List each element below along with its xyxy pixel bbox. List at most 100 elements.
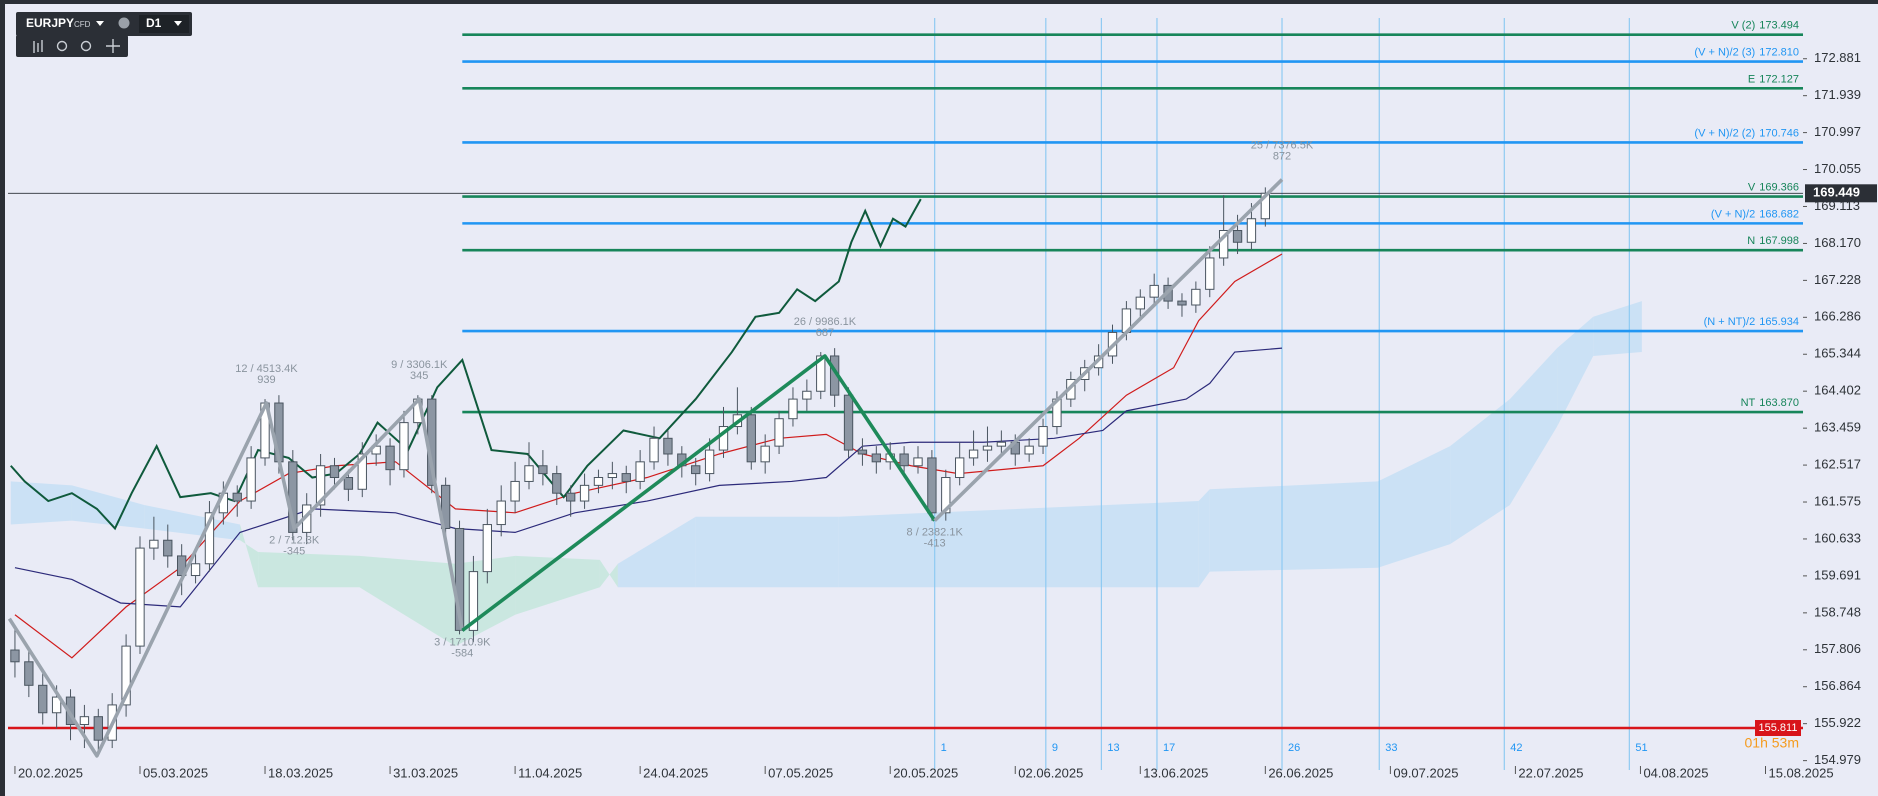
cloud-segment: [258, 552, 360, 588]
y-tick-label: 157.806: [1814, 641, 1861, 656]
zoom-out-icon[interactable]: [56, 40, 68, 52]
cloud-segment: [1209, 481, 1378, 572]
candle-body: [899, 453, 909, 467]
candle-body: [1024, 445, 1034, 455]
candle-body: [913, 457, 923, 467]
cloud-segment: [1198, 489, 1210, 588]
left-border: [0, 0, 5, 796]
level-name: N: [1747, 235, 1755, 247]
x-tick-label: 13.06.2025: [1143, 765, 1208, 780]
level-name: NT: [1741, 397, 1756, 409]
candle-body: [718, 426, 729, 451]
candle-body: [1038, 426, 1048, 447]
candle-body: [566, 492, 576, 502]
wave-line: [461, 354, 937, 632]
cloud-segment: [10, 481, 72, 525]
candle-body: [552, 473, 562, 494]
indicator-line: [10, 198, 922, 531]
candle-body: [315, 465, 326, 506]
candle-body: [704, 449, 715, 475]
candle-body: [246, 457, 256, 502]
level-label: V (2) 173.494: [1731, 20, 1799, 32]
candle-body: [1246, 218, 1257, 243]
symbol-dropdown[interactable]: [96, 21, 104, 26]
candle-body: [385, 445, 395, 471]
candle-body: [1205, 257, 1215, 290]
candle-body: [343, 477, 354, 490]
level-name: (N + NT)/2: [1704, 316, 1756, 328]
candle-body: [1191, 288, 1201, 306]
stop-badge: [1755, 720, 1801, 737]
y-tick-label: 158.748: [1814, 604, 1861, 619]
candle-body: [746, 414, 756, 463]
level-name: V: [1748, 181, 1756, 193]
level-value: 173.494: [1759, 20, 1799, 32]
y-tick-label: 165.344: [1814, 346, 1861, 361]
x-tick-label: 20.02.2025: [18, 765, 83, 780]
time-cycle-label: 17: [1163, 742, 1175, 754]
symbol[interactable]: EURJPY: [26, 16, 74, 30]
cloud-segment: [1450, 399, 1510, 545]
candle-body: [440, 484, 451, 529]
level-value: 168.682: [1759, 208, 1799, 220]
candle-body: [121, 645, 131, 706]
candle-body: [79, 716, 90, 726]
level-label: (V + N)/2 168.682: [1711, 208, 1799, 220]
level-name: (V + N)/2 (2): [1694, 127, 1755, 139]
zoom-in-icon[interactable]: [80, 40, 92, 52]
candle-body: [760, 445, 770, 463]
timeframe[interactable]: D1: [146, 16, 162, 30]
level-name: (V + N)/2: [1711, 208, 1755, 220]
info-icon[interactable]: [118, 17, 130, 29]
y-tick-label: 155.922: [1814, 715, 1861, 730]
candle-body: [454, 527, 465, 631]
wave-label: 9 / 3306.1K: [391, 359, 448, 371]
candle-body: [955, 457, 965, 479]
candle-body: [871, 453, 881, 463]
level-label: (V + N)/2 (2) 170.746: [1694, 127, 1799, 139]
x-tick-label: 18.03.2025: [268, 765, 333, 780]
level-name: V (2): [1731, 20, 1755, 32]
candle-body: [524, 465, 534, 482]
instrument-type: CFD: [74, 20, 91, 29]
level-name: (V + N)/2 (3): [1694, 46, 1755, 58]
cloud-segment: [240, 524, 259, 588]
candle-body: [927, 457, 937, 514]
wave-points: 872: [1273, 150, 1291, 162]
candle-body: [857, 449, 868, 455]
timeframe-box[interactable]: [139, 15, 189, 33]
candle-body: [482, 524, 492, 573]
candle-body: [496, 500, 506, 526]
cloud-segment: [617, 516, 696, 588]
candle-body: [10, 649, 20, 663]
candle-body: [774, 418, 784, 447]
cloud-segment: [838, 501, 1199, 588]
wave-label: 12 / 4513.4K: [235, 363, 298, 375]
candle-body: [816, 355, 826, 392]
level-value: 172.810: [1759, 46, 1799, 58]
cloud-segment: [599, 559, 618, 588]
candle-body: [204, 512, 215, 565]
candle-body: [329, 465, 340, 479]
candle-body: [135, 547, 145, 647]
candle-body: [788, 398, 798, 420]
wave-label: 26 / 9986.1K: [794, 316, 857, 328]
time-cycle-label: 51: [1635, 742, 1647, 754]
cloud-segment: [359, 555, 456, 647]
crosshair-icon[interactable]: [106, 39, 120, 53]
candle-body: [968, 449, 979, 459]
wave-label: 2 / 712.3K: [269, 534, 320, 546]
timeframe-dropdown[interactable]: [174, 21, 182, 26]
level-label: (V + N)/2 (3) 172.810: [1694, 46, 1799, 58]
indicator-line: [14, 347, 1283, 608]
candle-body: [941, 477, 951, 514]
candle-body: [1149, 284, 1159, 298]
x-tick-label: 11.04.2025: [518, 765, 582, 780]
candle-body: [1177, 300, 1187, 306]
toolbar-bottom: [16, 35, 128, 57]
candles-icon[interactable]: [33, 40, 43, 53]
wave-points: 345: [410, 370, 428, 382]
